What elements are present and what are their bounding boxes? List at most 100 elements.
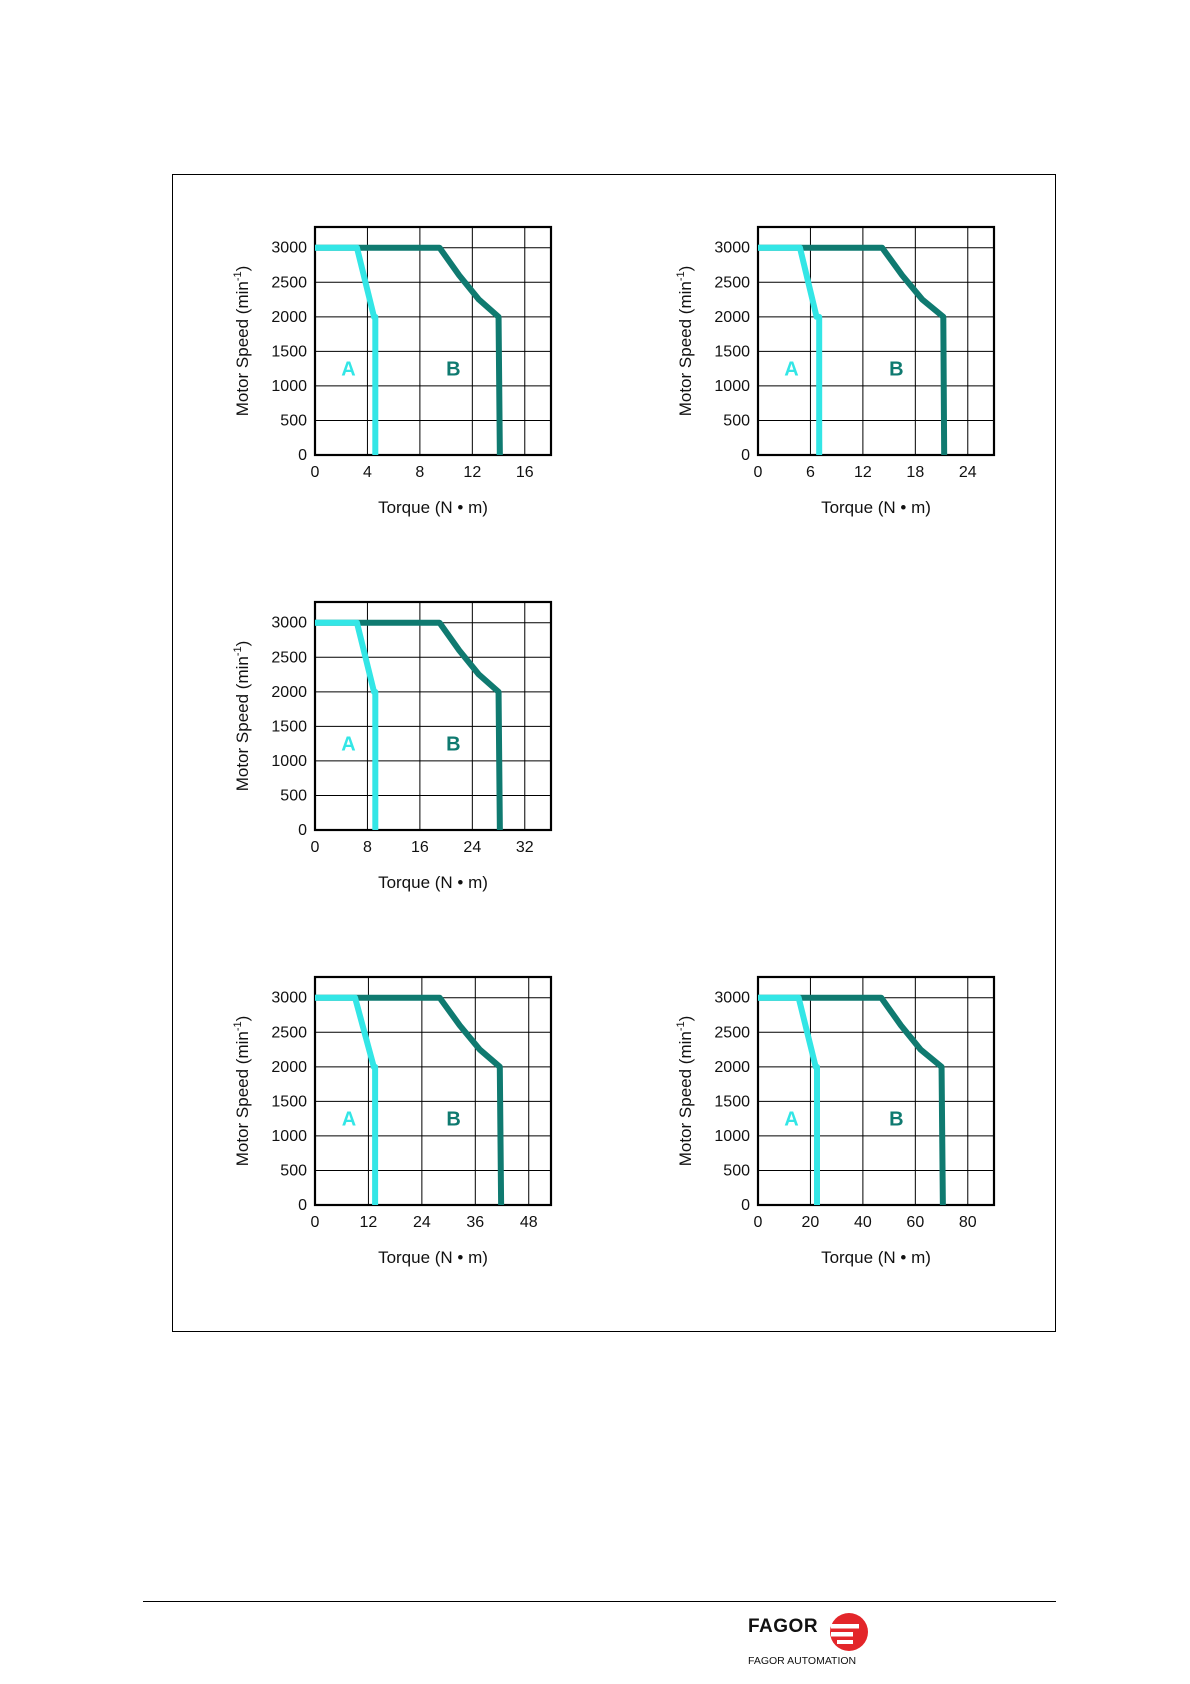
x-axis-label: Torque (N • m)	[378, 873, 488, 892]
x-axis-label: Torque (N • m)	[821, 498, 931, 517]
y-tick-label: 2000	[271, 309, 307, 326]
fagor-logo-icon	[830, 1613, 868, 1651]
x-tick-label: 48	[520, 1214, 538, 1231]
x-tick-label: 20	[802, 1214, 820, 1231]
y-tick-label: 2500	[714, 274, 750, 291]
y-tick-label: 0	[298, 447, 307, 464]
y-axis-label-main: Motor Speed (min	[233, 1031, 252, 1166]
x-tick-label: 0	[754, 1214, 763, 1231]
x-tick-label: 0	[311, 839, 320, 856]
x-axis-label: Torque (N • m)	[378, 498, 488, 517]
x-tick-label: 12	[854, 464, 872, 481]
plot-frame	[756, 975, 996, 1207]
series-line-a	[758, 244, 823, 455]
logo-wordmark: FAGOR	[748, 1616, 819, 1637]
y-tick-label: 500	[280, 1162, 307, 1179]
plot-frame	[313, 225, 553, 457]
logo-subtitle: FAGOR AUTOMATION	[748, 1655, 857, 1667]
y-tick-label: 1000	[714, 1128, 750, 1145]
y-tick-label: 1000	[271, 753, 307, 770]
x-tick-label: 36	[466, 1214, 484, 1231]
y-tick-label: 3000	[271, 990, 307, 1007]
region-label-a: A	[784, 1109, 798, 1131]
region-label-a: A	[341, 359, 355, 381]
y-tick-label: 1500	[714, 1093, 750, 1110]
region-label-b: B	[889, 359, 903, 381]
speed-torque-chart-4: 0 12 24 36 48 0 500 1000 1500 2000 2500 3000 Torque …	[225, 955, 555, 1275]
series-line-b	[758, 994, 946, 1206]
chart-svg: 0 20 40 60 80 0 500 1000 1500 2000 2500 3000 Torque …	[675, 975, 996, 1267]
x-tick-label: 0	[311, 1214, 320, 1231]
y-tick-label: 2000	[714, 1059, 750, 1076]
y-axis-label-close: )	[676, 266, 695, 272]
y-tick-label: 500	[280, 787, 307, 804]
chart-svg: 0 6 12 18 24 0 500 1000 1500 2000 2500 3000 Torque (…	[675, 225, 996, 517]
series-line-b	[315, 244, 503, 456]
x-tick-label: 24	[413, 1214, 431, 1231]
region-label-a: A	[341, 734, 355, 756]
footer-rule	[143, 1601, 1056, 1602]
y-tick-label: 2000	[271, 684, 307, 701]
region-label-a: A	[784, 359, 798, 381]
y-axis-label: Motor Speed (min-1)	[232, 641, 252, 792]
series-line-b	[315, 994, 505, 1206]
y-axis-label-exponent: -1	[232, 646, 244, 656]
series-line-b	[758, 244, 948, 456]
x-tick-label: 0	[311, 464, 320, 481]
y-axis-label-exponent: -1	[675, 1021, 687, 1031]
region-label-a: A	[342, 1109, 356, 1131]
series-line-a	[315, 244, 379, 455]
speed-torque-chart-5: 0 20 40 60 80 0 500 1000 1500 2000 2500 3000 Torque …	[668, 955, 998, 1275]
y-tick-label: 500	[723, 412, 750, 429]
y-tick-label: 1500	[271, 718, 307, 735]
y-tick-label: 1000	[271, 1128, 307, 1145]
y-tick-label: 2500	[271, 1024, 307, 1041]
series-line-a	[758, 994, 820, 1205]
y-tick-label: 3000	[271, 615, 307, 632]
y-axis-label-exponent: -1	[232, 271, 244, 281]
x-tick-label: 80	[959, 1214, 977, 1231]
region-label-b: B	[446, 359, 460, 381]
speed-torque-chart-3: 0 8 16 24 32 0 500 1000 1500 2000 2500 3000 Torque (…	[225, 580, 555, 900]
y-tick-label: 2000	[714, 309, 750, 326]
region-label-b: B	[889, 1109, 903, 1131]
y-tick-label: 3000	[714, 990, 750, 1007]
y-axis-label: Motor Speed (min-1)	[232, 266, 252, 417]
y-tick-label: 500	[280, 412, 307, 429]
y-tick-label: 0	[741, 447, 750, 464]
x-axis-label: Torque (N • m)	[821, 1248, 931, 1267]
series-line-a	[315, 619, 379, 830]
x-tick-label: 6	[806, 464, 815, 481]
y-tick-label: 1500	[271, 1093, 307, 1110]
y-tick-label: 2000	[271, 1059, 307, 1076]
y-axis-label: Motor Speed (min-1)	[232, 1016, 252, 1167]
x-tick-label: 16	[411, 839, 429, 856]
y-tick-label: 3000	[271, 240, 307, 257]
y-tick-label: 2500	[271, 649, 307, 666]
plot-frame	[756, 225, 996, 457]
x-tick-label: 0	[754, 464, 763, 481]
x-tick-label: 12	[360, 1214, 378, 1231]
y-tick-label: 2500	[271, 274, 307, 291]
speed-torque-chart-2: 0 6 12 18 24 0 500 1000 1500 2000 2500 3000 Torque (…	[668, 205, 998, 525]
y-axis-label-main: Motor Speed (min	[233, 281, 252, 416]
x-tick-label: 32	[516, 839, 534, 856]
y-axis-label-main: Motor Speed (min	[676, 1031, 695, 1166]
y-tick-label: 1500	[271, 343, 307, 360]
x-tick-label: 40	[854, 1214, 872, 1231]
y-tick-label: 0	[298, 822, 307, 839]
y-tick-label: 0	[298, 1197, 307, 1214]
chart-svg: 0 8 16 24 32 0 500 1000 1500 2000 2500 3000 Torque (…	[232, 600, 553, 892]
plot-frame	[313, 600, 553, 832]
y-tick-label: 2500	[714, 1024, 750, 1041]
x-axis-label: Torque (N • m)	[378, 1248, 488, 1267]
speed-torque-chart-1: 0 4 8 12 16 0 500 1000 1500 2000 2500 3000 Torque (N…	[225, 205, 555, 525]
plot-frame	[313, 975, 553, 1207]
chart-svg: 0 4 8 12 16 0 500 1000 1500 2000 2500 3000 Torque (N…	[232, 225, 553, 517]
x-tick-label: 8	[415, 464, 424, 481]
y-axis-label-close: )	[233, 266, 252, 272]
y-axis-label-close: )	[233, 1016, 252, 1022]
y-axis-label-main: Motor Speed (min	[233, 656, 252, 791]
charts-frame	[172, 174, 1056, 1332]
y-axis-label-main: Motor Speed (min	[676, 281, 695, 416]
